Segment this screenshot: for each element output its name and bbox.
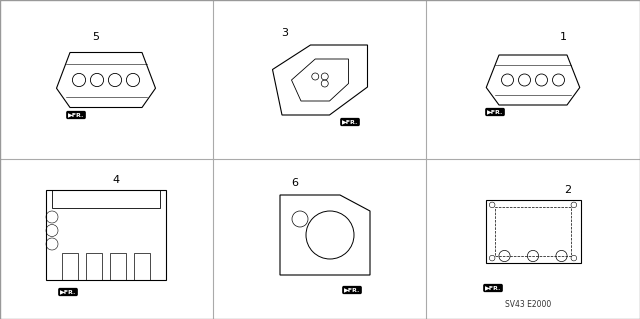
Bar — [109, 253, 127, 280]
Bar — [86, 253, 102, 280]
Text: ▶FR.: ▶FR. — [68, 113, 84, 117]
Text: 5: 5 — [93, 32, 99, 42]
Text: ▶FR.: ▶FR. — [342, 120, 358, 124]
Text: 1: 1 — [559, 32, 566, 42]
Text: 6: 6 — [291, 178, 298, 188]
Bar — [52, 190, 160, 208]
Bar — [46, 190, 166, 280]
Bar — [134, 253, 150, 280]
Text: 4: 4 — [113, 175, 120, 185]
Text: ▶FR.: ▶FR. — [487, 109, 503, 115]
Text: ▶FR.: ▶FR. — [485, 286, 501, 291]
Text: 3: 3 — [282, 28, 289, 38]
Text: SV43 E2000: SV43 E2000 — [505, 300, 551, 309]
Text: ▶FR.: ▶FR. — [60, 290, 76, 294]
Bar — [61, 253, 79, 280]
Text: 2: 2 — [564, 185, 572, 195]
Text: ▶FR.: ▶FR. — [344, 287, 360, 293]
